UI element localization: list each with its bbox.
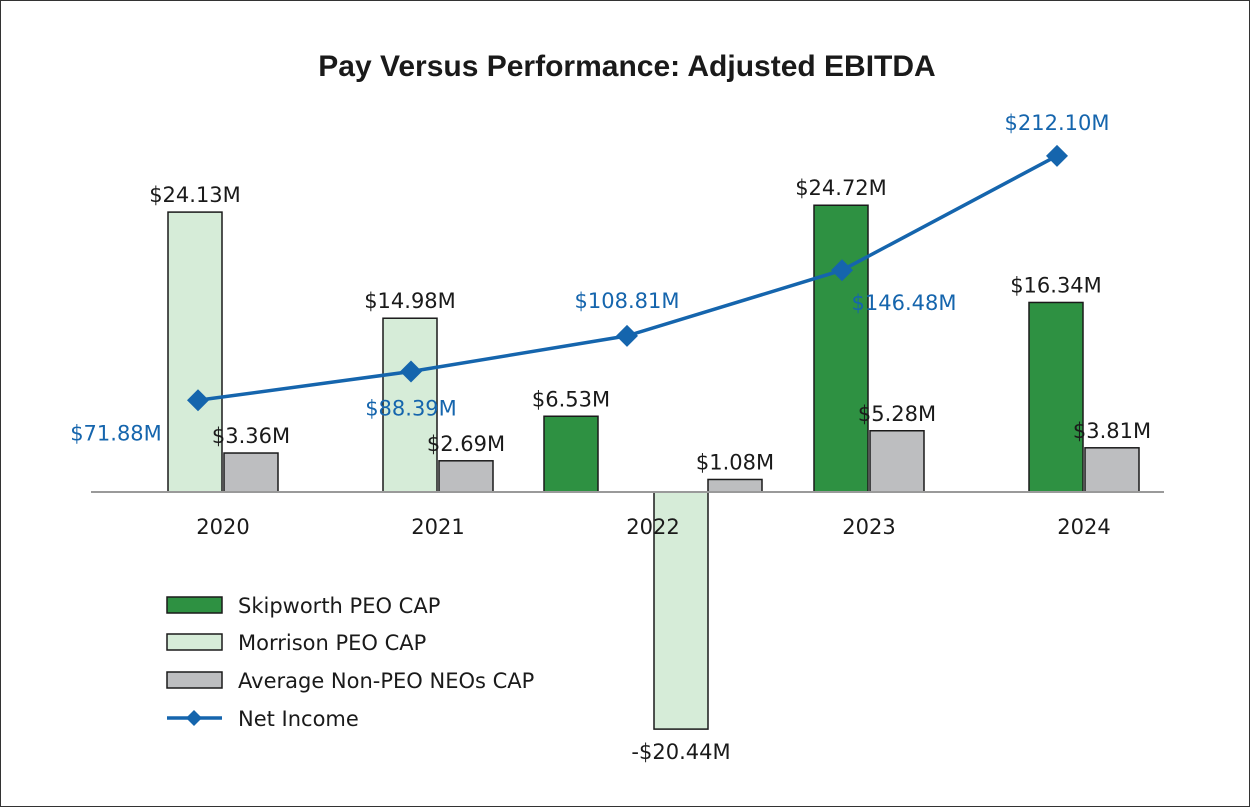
legend-label-net-income: Net Income [238,707,359,731]
bar-skipworth-peo-cap-2024 [1028,301,1084,493]
net-income-point-2024 [1046,144,1068,167]
bar-label-average-non-peo-neos-cap-2020: $3.36M [212,424,290,448]
bar-label-morrison-peo-cap-2021: $14.98M [364,289,456,313]
x-tick-2021: 2021 [411,515,464,539]
legend-marker-net-income [186,710,202,726]
legend-label-average-non-peo-neos-cap: Average Non-PEO NEOs CAP [238,669,534,693]
legend-label-morrison-peo-cap: Morrison PEO CAP [238,631,426,655]
x-tick-2024: 2024 [1057,515,1110,539]
bar-average-non-peo-neos-cap-2024 [1084,447,1140,493]
bar-label-morrison-peo-cap-2020: $24.13M [149,183,241,207]
legend-label-skipworth-peo-cap: Skipworth PEO CAP [238,594,440,618]
bar-morrison-peo-cap-2022 [653,491,709,730]
net-income-label-2024: $212.10M [1005,111,1110,135]
net-income-label-2021: $88.39M [365,397,457,421]
net-income-point-2023 [831,259,853,282]
x-tick-labels: 2020 2021 2022 2023 2024 [196,515,1110,539]
legend-swatch-morrison-peo-cap [166,633,223,651]
legend-swatch-skipworth-peo-cap [166,596,223,614]
bar-data-labels: $24.13M $3.36M $14.98M $2.69M $6.53M -$20.44M… [149,176,1151,764]
bars-layer [167,204,1140,730]
net-income-point-2021 [400,360,422,383]
bar-label-skipworth-peo-cap-2024: $16.34M [1010,273,1102,297]
bar-skipworth-peo-cap-2022 [543,415,599,493]
bar-label-skipworth-peo-cap-2022: $6.53M [532,387,610,411]
legend-swatch-average-non-peo-neos-cap [166,671,223,689]
bar-label-average-non-peo-neos-cap-2023: $5.28M [858,402,936,426]
net-income-label-2023: $146.48M [852,291,957,315]
bar-label-skipworth-peo-cap-2023: $24.72M [795,176,887,200]
bar-average-non-peo-neos-cap-2022 [707,478,763,493]
bar-morrison-peo-cap-2020 [167,211,223,493]
bar-label-morrison-peo-cap-2022: -$20.44M [631,740,730,764]
bar-average-non-peo-neos-cap-2023 [869,430,925,493]
bar-label-average-non-peo-neos-cap-2022: $1.08M [696,450,774,474]
bar-label-average-non-peo-neos-cap-2024: $3.81M [1073,419,1151,443]
bar-average-non-peo-neos-cap-2020 [223,452,279,493]
bar-skipworth-peo-cap-2023 [813,204,869,493]
x-tick-2022: 2022 [626,515,679,539]
x-tick-2023: 2023 [842,515,895,539]
chart-title: Pay Versus Performance: Adjusted EBITDA [318,50,935,83]
bar-average-non-peo-neos-cap-2021 [438,460,494,493]
net-income-label-2020: $71.88M [70,421,162,445]
x-tick-2020: 2020 [196,515,249,539]
bar-label-average-non-peo-neos-cap-2021: $2.69M [427,432,505,456]
net-income-point-2022 [616,324,638,347]
net-income-point-2020 [187,389,209,412]
legend: Skipworth PEO CAP Morrison PEO CAP Average… [166,594,534,731]
net-income-label-2022: $108.81M [575,289,680,313]
bar-morrison-peo-cap-2021 [382,317,438,493]
net-income-line-layer: $71.88M $88.39M $108.81M $146.48M $212.10M [70,111,1109,445]
net-income-line [197,154,1058,403]
